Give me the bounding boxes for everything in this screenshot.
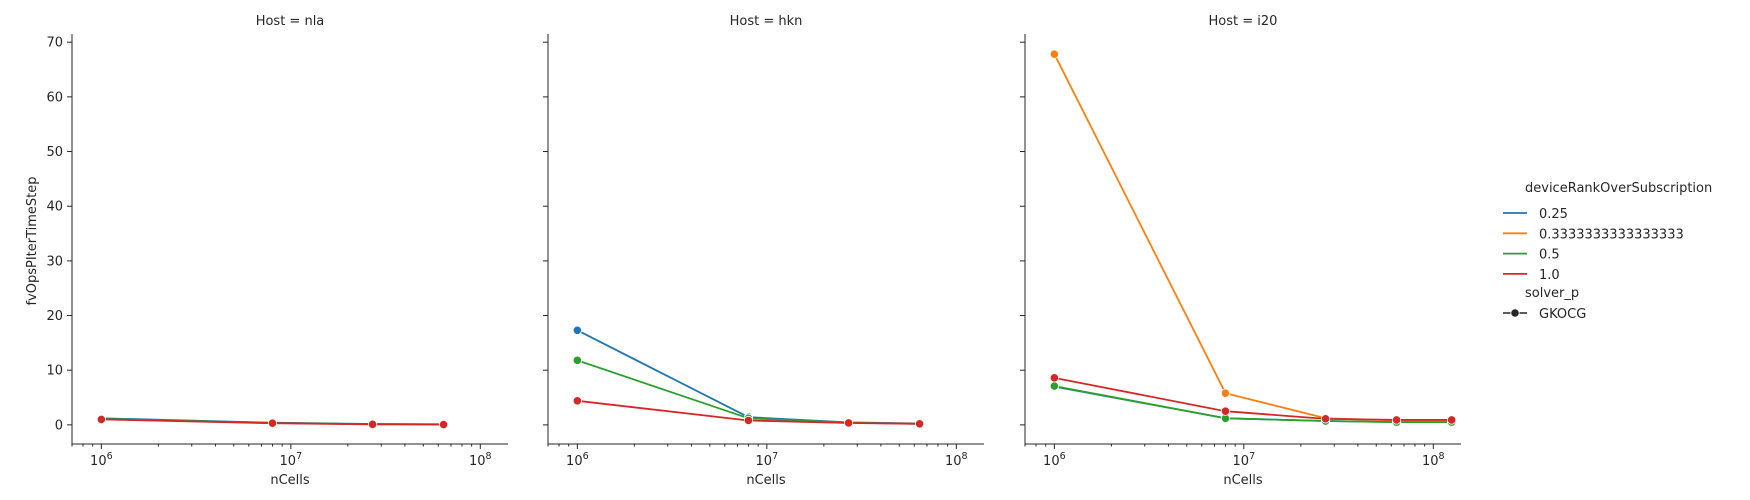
data-point [1220,406,1231,416]
data-point [572,355,582,365]
x-tick-label: 107 [1233,451,1256,469]
facet-panel: Host = hkn 106 107 108 nCells [543,14,984,488]
facet-grid: Host = nla 0 10 20 30 40 50 60 70 106 107 108 nCells… [46,14,1461,488]
data-point [1220,388,1231,398]
legend-label: 0.3333333333333333 [1539,227,1684,242]
legend-style-title: solver_p [1525,286,1579,301]
legend-item: 0.3333333333333333 [1503,227,1684,242]
data-point [843,418,854,428]
y-tick-label: 50 [46,145,63,160]
x-tick-label: 108 [945,451,968,469]
series-line [101,418,444,426]
data-point [572,325,582,335]
y-tick-label: 30 [46,254,63,269]
facet-panel: Host = nla 0 10 20 30 40 50 60 70 106 107 108 nCells [46,14,508,488]
data-point [743,415,754,426]
data-point [1049,49,1059,59]
legend-style-marker [1510,308,1520,318]
y-axis-label: fvOpsPIterTimeStep [25,176,40,305]
facet-panel: Host = i20 106 107 108 nCells [1020,14,1461,488]
legend-item: 0.25 [1503,207,1568,222]
x-tick-label: 107 [280,451,303,469]
data-point [1447,415,1457,425]
y-tick-label: 10 [46,364,63,379]
series-line [1054,385,1452,424]
series-line [577,399,920,425]
data-point [1049,381,1059,391]
legend-hue-title: deviceRankOverSubscription [1525,181,1712,196]
legend-item: 0.5 [1503,248,1560,263]
data-point [572,396,582,406]
y-tick-label: 20 [46,309,63,324]
legend-label: 0.25 [1539,207,1568,222]
x-tick-label: 106 [566,451,589,469]
y-tick-label: 70 [46,36,63,51]
panel-title: Host = hkn [730,14,803,29]
data-point [96,414,106,424]
y-tick-label: 40 [46,200,63,215]
legend-label: 1.0 [1539,268,1560,283]
series-line [1053,53,1452,422]
data-point [438,419,449,430]
data-point [367,419,378,429]
x-axis-label: nCells [746,473,786,488]
data-point [914,419,925,429]
data-point [1049,373,1059,383]
series-line [1054,377,1452,421]
panel-title: Host = nla [256,14,325,29]
legend-item: 1.0 [1503,268,1560,283]
x-tick-label: 106 [1043,451,1066,469]
panel-title: Host = i20 [1209,14,1278,29]
legend-items: 0.25 0.3333333333333333 0.5 1.0 [1503,207,1684,283]
legend-style-entry: GKOCG [1539,307,1586,322]
data-point [1391,415,1402,425]
legend: deviceRankOverSubscription 0.25 0.3333333… [1503,181,1712,322]
legend-label: 0.5 [1539,248,1560,263]
x-tick-label: 108 [1422,451,1445,469]
x-tick-label: 107 [756,451,779,469]
y-tick-label: 60 [46,90,63,105]
series-line [1054,385,1452,424]
x-tick-label: 106 [90,451,113,469]
x-axis-label: nCells [270,473,310,488]
y-tick-label: 0 [55,418,63,433]
data-point [267,418,278,428]
x-tick-label: 108 [469,451,492,469]
x-axis-label: nCells [1223,473,1263,488]
data-point [1320,414,1331,424]
